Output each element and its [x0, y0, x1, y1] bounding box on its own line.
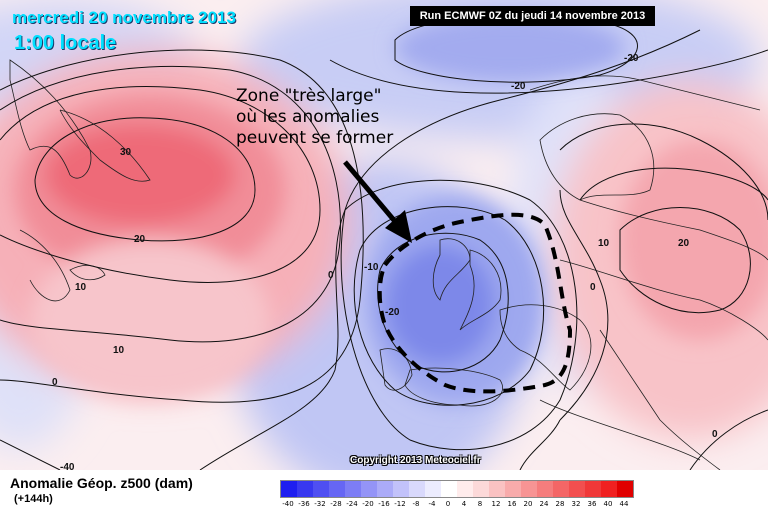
legend-label: -4	[428, 500, 436, 508]
forecast-lead-time: (+144h)	[14, 493, 53, 505]
annotation-line: Zone "très large"	[236, 86, 382, 106]
legend-swatch	[457, 481, 473, 497]
legend-label: 4	[461, 500, 467, 508]
legend-label: -40	[282, 500, 294, 508]
contour-label: 0	[590, 282, 596, 293]
legend-swatch	[297, 481, 313, 497]
contour-label: -20	[511, 81, 526, 92]
legend-swatch	[345, 481, 361, 497]
contour-label: 10	[113, 345, 125, 356]
legend-swatch	[601, 481, 617, 497]
legend-label: -20	[362, 500, 374, 508]
contour-label: -10	[364, 262, 379, 273]
legend-label: -32	[314, 500, 326, 508]
contour-label: 20	[678, 238, 690, 249]
legend-swatch	[281, 481, 297, 497]
legend-label: -28	[330, 500, 342, 508]
legend-label: 32	[571, 500, 581, 508]
legend-label: 12	[491, 500, 501, 508]
legend-swatch	[553, 481, 569, 497]
contour-label: 20	[134, 234, 146, 245]
legend-swatch	[425, 481, 441, 497]
contour-lines	[0, 15, 768, 470]
legend-swatch	[329, 481, 345, 497]
model-run-label: Run ECMWF 0Z du jeudi 14 novembre 2013	[410, 6, 655, 26]
contour-label: 0	[328, 270, 334, 281]
legend-label: 16	[507, 500, 517, 508]
legend-swatch	[521, 481, 537, 497]
legend-label: -12	[394, 500, 406, 508]
legend-label: 28	[555, 500, 565, 508]
annotation-arrow	[343, 160, 412, 243]
contour-label: -40	[60, 462, 75, 470]
legend-label: 20	[523, 500, 533, 508]
forecast-date: mercredi 20 novembre 2013	[12, 8, 236, 27]
legend-label: 36	[587, 500, 597, 508]
legend-swatch	[441, 481, 457, 497]
legend-swatch	[617, 481, 633, 497]
contour-label: 10	[598, 238, 610, 249]
contour-label: 0	[712, 429, 718, 440]
legend-swatch	[377, 481, 393, 497]
contour-label: -20	[624, 53, 639, 64]
copyright-notice: Copyright 2013 Meteociel.fr	[350, 455, 481, 466]
legend-swatch	[409, 481, 425, 497]
contour-label: -20	[385, 307, 400, 318]
contour-label: 30	[120, 147, 132, 158]
legend-swatch	[569, 481, 585, 497]
annotation-line: peuvent se former	[236, 128, 394, 148]
legend-label: 40	[603, 500, 613, 508]
legend-swatch	[361, 481, 377, 497]
legend-label: 44	[619, 500, 629, 508]
contour-label: 10	[75, 282, 87, 293]
legend-label: -16	[378, 500, 390, 508]
color-scale-legend	[280, 480, 634, 498]
legend-swatch	[505, 481, 521, 497]
forecast-time: 1:00 locale	[14, 32, 117, 54]
geopotential-anomaly-map: 30 20 10 10 0 0 -10 -20 -20 -20 0 10 20 …	[0, 0, 768, 470]
annotation-line: où les anomalies	[236, 107, 380, 127]
legend-swatch	[393, 481, 409, 497]
legend-swatch	[585, 481, 601, 497]
map-title: Anomalie Géop. z500 (dam)	[10, 475, 193, 491]
legend-label: 24	[539, 500, 549, 508]
legend-swatch	[473, 481, 489, 497]
contour-label: 0	[52, 377, 58, 388]
legend-swatch	[313, 481, 329, 497]
coastlines	[9, 59, 768, 470]
legend-label: -36	[298, 500, 310, 508]
legend-label: -8	[412, 500, 420, 508]
legend-label: -24	[346, 500, 358, 508]
legend-label: 0	[445, 500, 451, 508]
legend-label: 8	[477, 500, 483, 508]
legend-swatch	[537, 481, 553, 497]
annotation-text: Zone "très large" où les anomalies peuve…	[236, 86, 393, 149]
legend-swatch	[489, 481, 505, 497]
